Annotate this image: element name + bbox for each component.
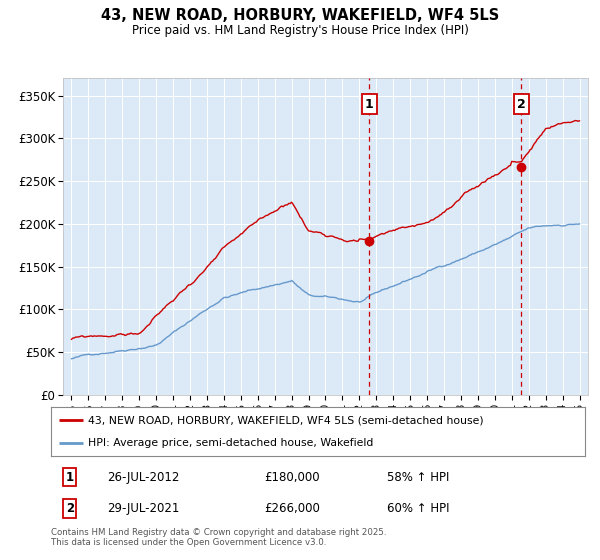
Text: Contains HM Land Registry data © Crown copyright and database right 2025.
This d: Contains HM Land Registry data © Crown c…: [51, 528, 386, 547]
Text: £180,000: £180,000: [265, 470, 320, 483]
Text: £266,000: £266,000: [265, 502, 320, 515]
Text: Price paid vs. HM Land Registry's House Price Index (HPI): Price paid vs. HM Land Registry's House …: [131, 24, 469, 37]
Text: 29-JUL-2021: 29-JUL-2021: [107, 502, 179, 515]
Text: 2: 2: [65, 502, 74, 515]
Text: 43, NEW ROAD, HORBURY, WAKEFIELD, WF4 5LS (semi-detached house): 43, NEW ROAD, HORBURY, WAKEFIELD, WF4 5L…: [88, 416, 484, 426]
Text: 1: 1: [65, 470, 74, 483]
Text: 58% ↑ HPI: 58% ↑ HPI: [388, 470, 450, 483]
Text: 43, NEW ROAD, HORBURY, WAKEFIELD, WF4 5LS: 43, NEW ROAD, HORBURY, WAKEFIELD, WF4 5L…: [101, 8, 499, 24]
Text: 26-JUL-2012: 26-JUL-2012: [107, 470, 179, 483]
Text: 60% ↑ HPI: 60% ↑ HPI: [388, 502, 450, 515]
Text: 2: 2: [517, 97, 526, 110]
Text: HPI: Average price, semi-detached house, Wakefield: HPI: Average price, semi-detached house,…: [88, 438, 374, 448]
Text: 1: 1: [365, 97, 373, 110]
